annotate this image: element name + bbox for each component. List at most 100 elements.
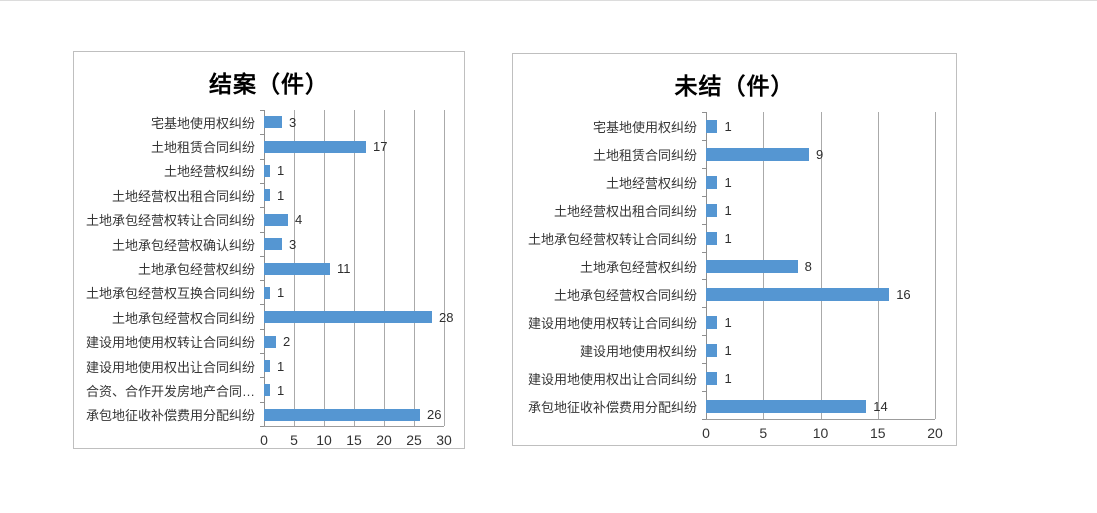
value-label: 3 [289,236,297,252]
x-tick-label: 15 [869,425,886,441]
category-tick [260,255,264,257]
chart-row: 土地承包经营权合同纠纷 16 [513,280,956,308]
category-label: 建设用地使用权转让合同纠纷 [527,315,697,331]
value-label: 1 [724,230,732,246]
value-label: 9 [816,146,824,162]
category-label: 土地承包经营权纠纷 [137,262,255,278]
value-label: 1 [724,118,732,134]
bar-track: 9 [706,140,935,168]
category-tick [702,139,706,141]
chart-row: 土地经营权纠纷 1 [74,159,464,183]
chart-row: 合资、合作开发房地产合同… 1 [74,378,464,402]
bar-track: 3 [264,110,444,134]
category-tick [260,304,264,306]
bar [706,315,718,329]
bar [264,384,270,397]
plot-area: 宅基地使用权纠纷 3 土地租赁合同纠纷 17 土地经营权纠纷 1 土地经营权出租合同纠纷 1 土… [74,110,464,448]
value-label: 3 [289,114,297,130]
bar [264,335,276,348]
value-label: 14 [873,398,888,414]
bar [264,213,288,226]
chart-row: 土地承包经营权互换合同纠纷 1 [74,281,464,305]
category-tick [260,353,264,355]
bar-track: 16 [706,280,935,308]
gridline [444,110,445,426]
x-tick-label: 25 [406,432,422,448]
value-label: 1 [277,285,285,301]
gridline [877,112,879,419]
value-label: 2 [283,334,291,350]
bar-track: 28 [264,305,453,329]
gridline [384,110,385,426]
category-label: 土地承包经营权合同纠纷 [553,287,697,303]
bar-track: 2 [264,330,444,354]
bar [264,238,282,251]
category-tick [702,279,706,281]
category-tick [260,377,264,379]
gridline [820,112,822,419]
value-label: 1 [277,187,285,203]
chart-row: 土地承包经营权确认纠纷 3 [74,232,464,256]
category-tick [260,426,264,427]
category-label: 宅基地使用权纠纷 [592,119,697,135]
x-tick-label: 20 [376,432,392,448]
category-label: 土地经营权纠纷 [163,164,255,180]
bar [706,147,810,161]
gridline [935,112,936,419]
category-label: 土地承包经营权纠纷 [579,259,697,275]
bar-track: 1 [706,112,935,140]
chart-row: 建设用地使用权纠纷 1 [513,336,956,364]
bar-track: 1 [264,378,444,402]
chart-row: 建设用地使用权转让合同纠纷 1 [513,308,956,336]
category-tick [702,419,706,420]
category-tick [260,158,264,160]
bar [264,408,420,421]
chart-row: 建设用地使用权出让合同纠纷 1 [74,354,464,378]
bar-track: 1 [706,168,935,196]
category-label: 土地经营权出租合同纠纷 [553,203,697,219]
bar [264,164,270,177]
value-label: 1 [724,342,732,358]
category-tick [702,251,706,253]
category-tick [702,112,706,113]
plot-area: 宅基地使用权纠纷 1 土地租赁合同纠纷 9 土地经营权纠纷 1 土地经营权出租合同纠纷 1 土地… [513,112,956,445]
value-label: 1 [277,163,285,179]
category-label: 土地承包经营权转让合同纠纷 [527,231,697,247]
bar-track: 1 [264,281,444,305]
chart-row: 承包地征收补偿费用分配纠纷 26 [74,403,464,427]
chart-row: 建设用地使用权转让合同纠纷 2 [74,330,464,354]
chart-row: 土地经营权出租合同纠纷 1 [74,183,464,207]
value-label: 4 [295,212,303,228]
value-label: 11 [337,261,351,277]
value-label: 1 [724,370,732,386]
value-label: 1 [724,174,732,190]
value-label: 1 [724,314,732,330]
chart-row: 土地承包经营权纠纷 11 [74,256,464,280]
category-label: 承包地征收补偿费用分配纠纷 [85,408,255,424]
chart-row: 土地租赁合同纠纷 17 [74,134,464,158]
x-tick-label: 10 [812,425,829,441]
bar [264,262,330,275]
bar [264,189,270,202]
value-label: 28 [439,309,454,325]
x-tick-label: 5 [290,432,298,448]
gridline [354,110,355,426]
value-label: 16 [896,286,911,302]
bar [264,360,270,373]
bar-track: 1 [706,364,935,392]
gridline [414,110,415,426]
chart-row: 土地租赁合同纠纷 9 [513,140,956,168]
bar [706,287,890,301]
chart-row: 宅基地使用权纠纷 3 [74,110,464,134]
category-tick [260,231,264,233]
bars-region: 宅基地使用权纠纷 3 土地租赁合同纠纷 17 土地经营权纠纷 1 土地经营权出租合同纠纷 1 土… [74,110,464,427]
bar-track: 4 [264,208,444,232]
value-label: 1 [724,202,732,218]
chart-panel-closed-cases: 结案（件） 宅基地使用权纠纷 3 土地租赁合同纠纷 17 土地经营权纠纷 1 土地经营权出租… [73,51,465,449]
bar-track: 26 [264,403,444,427]
chart-row: 承包地征收补偿费用分配纠纷 14 [513,392,956,420]
chart-row: 土地经营权出租合同纠纷 1 [513,196,956,224]
value-label: 17 [373,139,388,155]
bar [706,203,718,217]
bar-track: 1 [706,308,935,336]
